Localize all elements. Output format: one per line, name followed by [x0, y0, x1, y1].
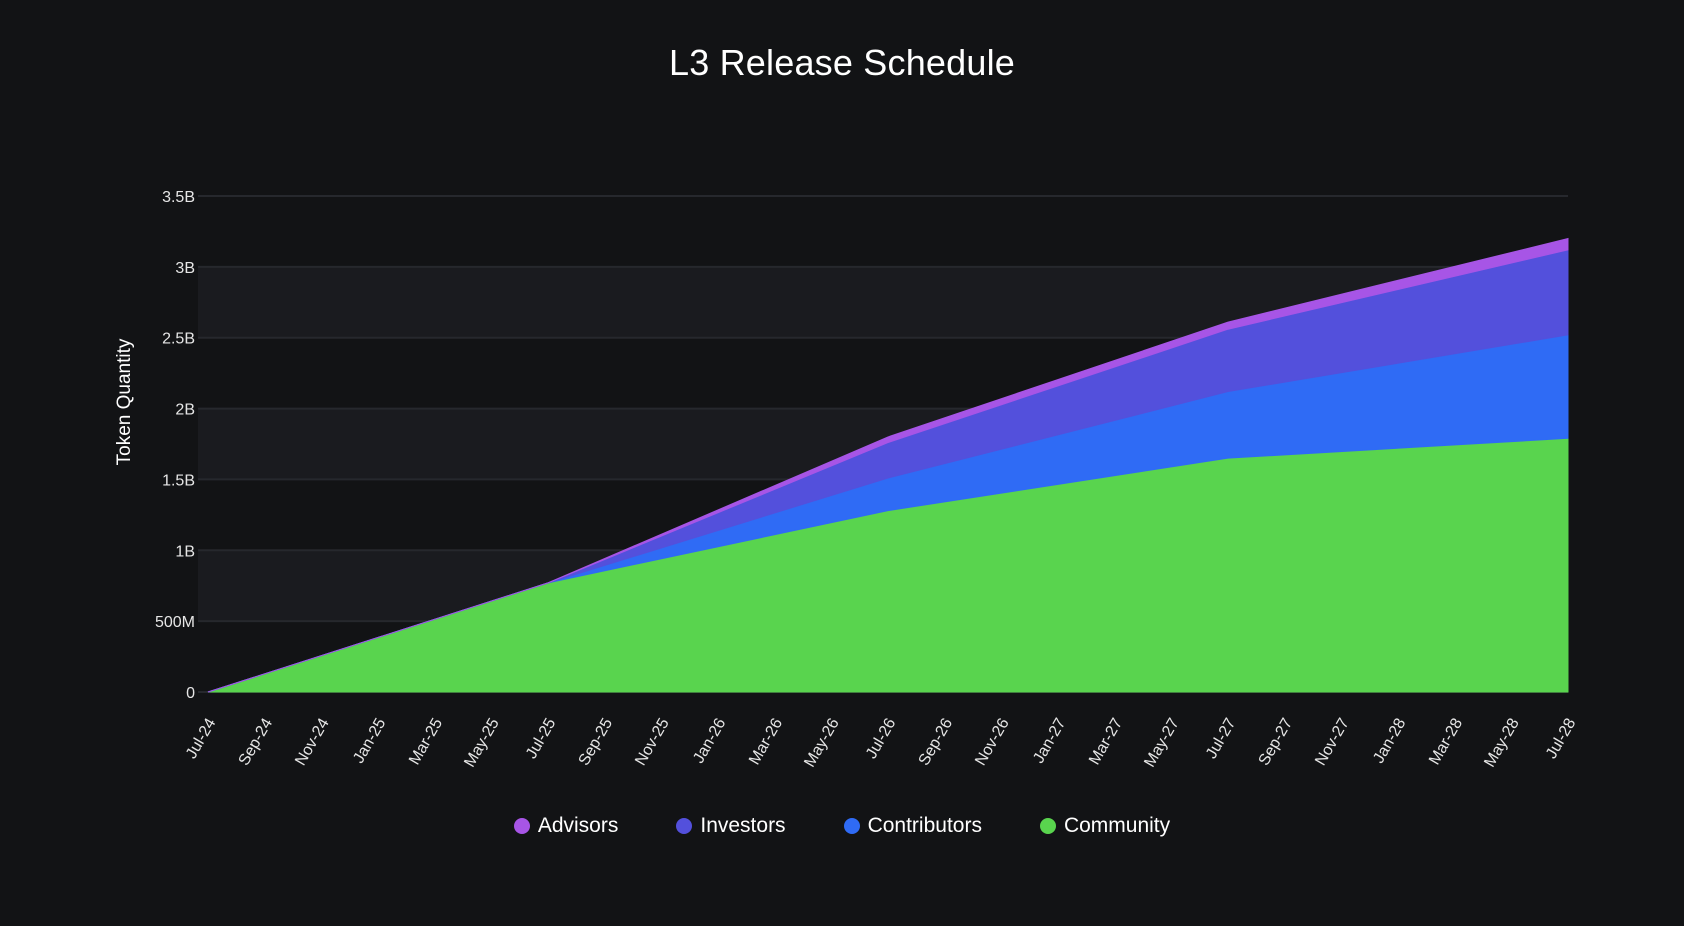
legend-item-contributors[interactable]: Contributors [843, 814, 982, 838]
x-tick-label: Sep-26 [916, 715, 957, 768]
chart-legend: Advisors Investors Contributors Community [0, 814, 1684, 838]
x-tick-label: Mar-25 [406, 715, 446, 767]
x-tick-label: Nov-25 [632, 715, 673, 768]
y-tick-label: 3.5B [162, 189, 195, 206]
legend-swatch [513, 818, 530, 834]
legend-swatch [1039, 818, 1056, 834]
x-tick-label: Nov-26 [972, 715, 1013, 768]
x-tick-label: Jan-27 [1030, 715, 1069, 766]
x-tick-label: Jan-26 [690, 715, 729, 766]
legend-item-advisors[interactable]: Advisors [513, 814, 619, 838]
x-tick-label: Sep-27 [1256, 715, 1297, 768]
y-tick-label: 500M [155, 614, 195, 631]
x-tick-label: Mar-28 [1426, 715, 1466, 767]
y-tick-label: 3B [175, 260, 195, 277]
x-tick-label: May-28 [1481, 715, 1522, 770]
y-tick-label: 1B [175, 543, 195, 560]
x-tick-label: Nov-24 [292, 715, 333, 768]
legend-label: Advisors [537, 814, 619, 837]
x-tick-label: Jul-27 [1203, 715, 1240, 761]
x-tick-label: May-26 [801, 715, 842, 770]
area-series [207, 237, 1569, 693]
legend-label: Community [1063, 814, 1171, 837]
x-tick-label: Jan-28 [1370, 715, 1409, 766]
x-tick-label: Nov-27 [1312, 715, 1353, 768]
x-tick-label: Mar-27 [1086, 715, 1126, 767]
legend-item-community[interactable]: Community [1039, 814, 1171, 838]
x-tick-label: Sep-24 [236, 715, 277, 768]
x-tick-label: Mar-26 [746, 715, 786, 767]
y-tick-label: 0 [186, 685, 195, 702]
y-tick-label: 2B [175, 402, 195, 419]
chart-title: L3 Release Schedule [668, 42, 1016, 83]
legend-item-investors[interactable]: Investors [676, 814, 786, 838]
y-tick-label: 2.5B [162, 331, 195, 348]
y-tick-label: 1.5B [162, 472, 195, 489]
x-tick-label: Jan-25 [350, 715, 389, 766]
legend-swatch [676, 818, 693, 834]
legend-swatch [843, 818, 860, 834]
x-tick-label: Jul-24 [183, 715, 220, 761]
x-tick-label: May-25 [461, 715, 502, 770]
x-axis-ticks: Jul-24 Sep-24 Nov-24 Jan-25 Mar-25 May-25 Jul-… [183, 715, 1580, 770]
x-tick-label: Jul-25 [523, 715, 560, 761]
area-advisors [207, 237, 1569, 693]
x-tick-label: May-27 [1141, 715, 1182, 770]
x-tick-label: Jul-26 [863, 715, 900, 761]
y-axis-label: Token Quantity [114, 338, 135, 465]
legend-label: Contributors [867, 814, 982, 837]
x-tick-label: Jul-28 [1543, 715, 1580, 761]
x-tick-label: Sep-25 [576, 715, 617, 768]
legend-label: Investors [700, 814, 786, 837]
y-axis-ticks: 0 500M 1B 1.5B 2B 2.5B 3B 3.5B [155, 189, 195, 702]
